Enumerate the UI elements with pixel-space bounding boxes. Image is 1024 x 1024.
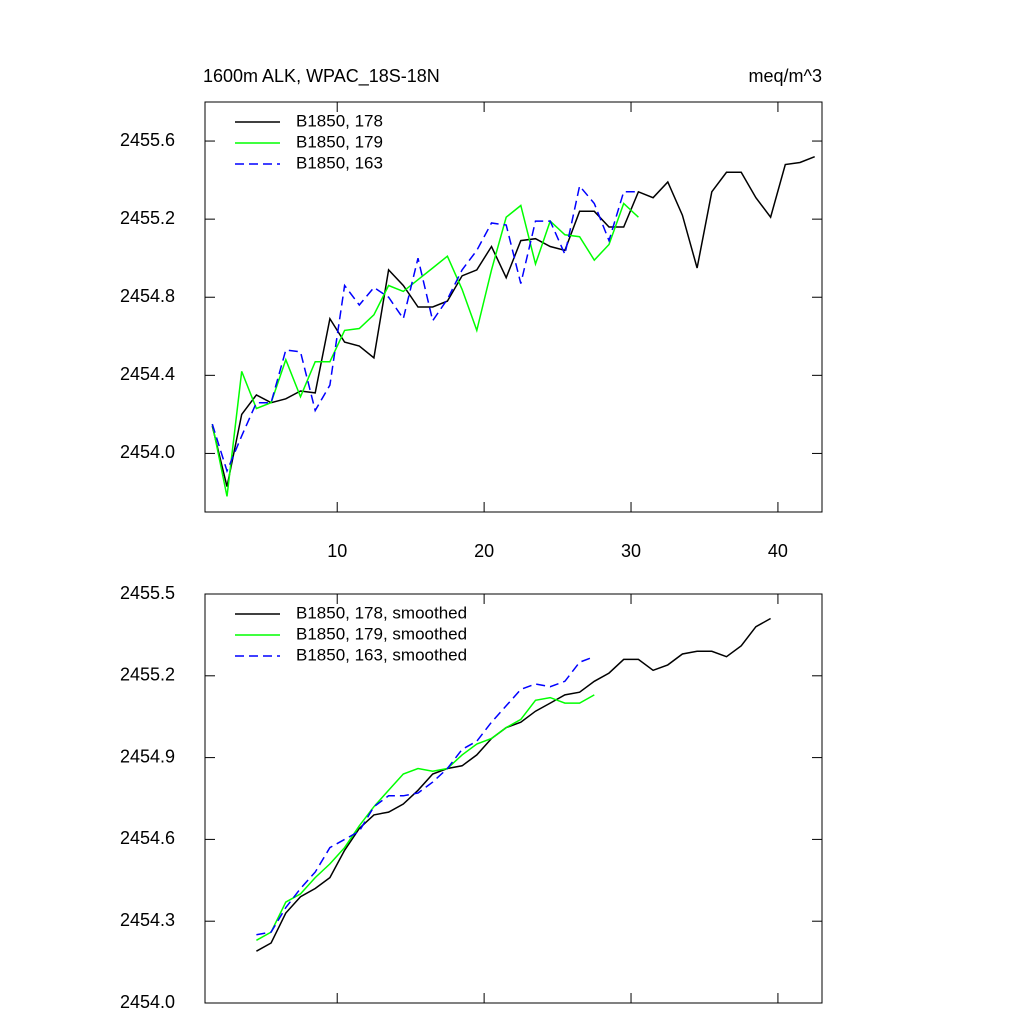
legend-label: B1850, 163 [296,153,383,172]
x-tick-label: 30 [621,541,641,561]
y-tick-label: 2455.2 [120,208,175,228]
plot-frame [204,593,823,1004]
y-tick-label: 2454.0 [120,992,175,1012]
units-label: meq/m^3 [749,66,822,86]
y-tick-label: 2454.0 [120,442,175,462]
chart-title: 1600m ALK, WPAC_18S-18N [203,66,440,87]
y-tick-label: 2454.9 [120,746,175,766]
series-line [211,156,815,487]
y-tick-label: 2454.4 [120,364,175,384]
plot-frame [204,101,823,513]
series-line [256,694,595,941]
series-line [211,202,639,497]
series-line [211,184,639,474]
x-tick-label: 20 [474,541,494,561]
legend-label: B1850, 179 [296,132,383,151]
y-tick-label: 2454.3 [120,910,175,930]
y-tick-label: 2455.2 [120,665,175,685]
y-tick-label: 2455.6 [120,130,175,150]
y-tick-label: 2454.8 [120,286,175,306]
y-tick-label: 2455.5 [120,583,175,603]
legend-label: B1850, 178, smoothed [296,603,467,622]
legend-label: B1850, 179, smoothed [296,624,467,643]
series-line [256,617,771,952]
series-line [256,655,595,936]
x-tick-label: 40 [768,541,788,561]
legend-label: B1850, 163, smoothed [296,645,467,664]
y-tick-label: 2454.6 [120,828,175,848]
x-tick-label: 10 [327,541,347,561]
legend-label: B1850, 178 [296,111,383,130]
